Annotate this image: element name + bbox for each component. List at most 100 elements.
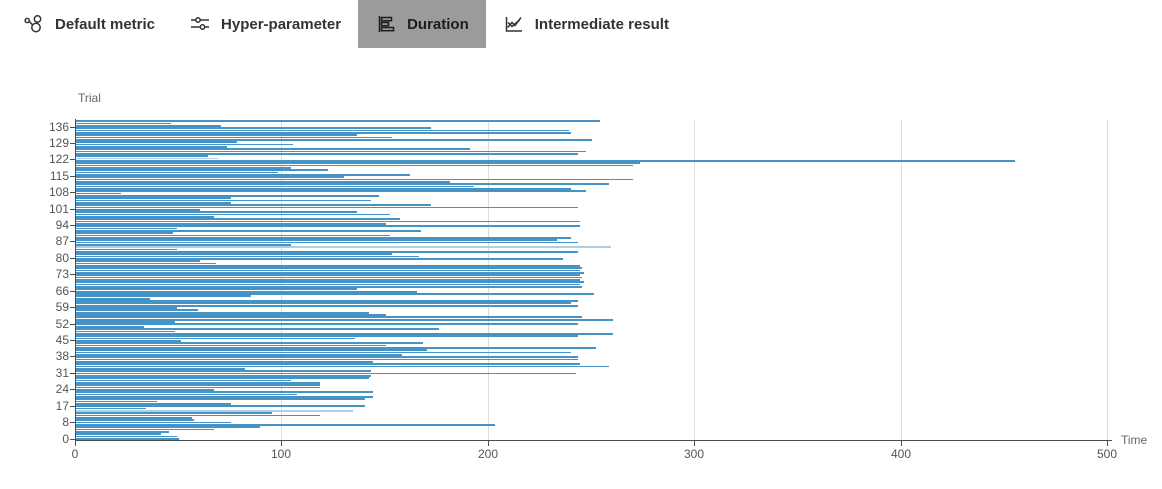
duration-bar[interactable] bbox=[76, 374, 372, 377]
duration-bar[interactable] bbox=[76, 402, 231, 405]
duration-bar[interactable] bbox=[76, 267, 582, 270]
duration-bar[interactable] bbox=[76, 433, 161, 435]
duration-bar[interactable] bbox=[76, 204, 431, 207]
duration-bar[interactable] bbox=[76, 398, 365, 400]
duration-bar[interactable] bbox=[76, 239, 557, 242]
duration-bar[interactable] bbox=[76, 220, 580, 223]
duration-bar[interactable] bbox=[76, 199, 372, 202]
duration-bar[interactable] bbox=[76, 131, 572, 134]
duration-bar[interactable] bbox=[76, 209, 200, 211]
tab-hyper-parameter[interactable]: Hyper-parameter bbox=[172, 0, 358, 48]
duration-bar[interactable] bbox=[76, 178, 634, 181]
duration-bar[interactable] bbox=[76, 218, 400, 221]
duration-bar[interactable] bbox=[76, 230, 421, 232]
duration-bar[interactable] bbox=[76, 255, 419, 258]
duration-bar[interactable] bbox=[76, 381, 320, 384]
duration-bar[interactable] bbox=[76, 288, 357, 291]
duration-bar[interactable] bbox=[76, 428, 215, 431]
duration-bar[interactable] bbox=[76, 435, 178, 438]
duration-bar[interactable] bbox=[76, 138, 592, 141]
duration-bar[interactable] bbox=[76, 143, 293, 146]
duration-bar[interactable] bbox=[76, 169, 328, 172]
duration-bar[interactable] bbox=[76, 223, 386, 225]
duration-bar[interactable] bbox=[76, 349, 427, 351]
duration-bar[interactable] bbox=[76, 304, 578, 307]
duration-bar[interactable] bbox=[76, 260, 200, 263]
duration-bar[interactable] bbox=[76, 365, 609, 368]
duration-bar[interactable] bbox=[76, 197, 231, 200]
duration-bar[interactable] bbox=[76, 367, 246, 370]
duration-bar[interactable] bbox=[76, 423, 495, 426]
duration-bar[interactable] bbox=[76, 265, 580, 267]
duration-bar[interactable] bbox=[76, 145, 227, 148]
duration-bar[interactable] bbox=[76, 328, 440, 330]
duration-bar[interactable] bbox=[76, 335, 578, 337]
duration-bar[interactable] bbox=[76, 276, 582, 279]
duration-bar[interactable] bbox=[76, 332, 613, 335]
duration-bar[interactable] bbox=[76, 248, 178, 251]
duration-bar[interactable] bbox=[76, 167, 291, 169]
duration-bar[interactable] bbox=[76, 323, 578, 326]
duration-bar[interactable] bbox=[76, 148, 471, 151]
duration-bar[interactable] bbox=[76, 192, 122, 195]
duration-bar[interactable] bbox=[76, 388, 215, 391]
duration-bar[interactable] bbox=[76, 258, 564, 260]
tab-duration[interactable]: Duration bbox=[358, 0, 486, 48]
duration-bar[interactable] bbox=[76, 356, 578, 358]
tab-default-metric[interactable]: Default metric bbox=[6, 0, 172, 48]
duration-bar[interactable] bbox=[76, 183, 609, 186]
duration-bar[interactable] bbox=[76, 213, 390, 216]
duration-bar[interactable] bbox=[76, 237, 572, 239]
duration-bar[interactable] bbox=[76, 302, 572, 305]
duration-bar[interactable] bbox=[76, 155, 209, 158]
duration-bar[interactable] bbox=[76, 262, 217, 265]
duration-bar[interactable] bbox=[76, 339, 182, 342]
duration-bar[interactable] bbox=[76, 311, 370, 314]
duration-bar[interactable] bbox=[76, 274, 580, 277]
duration-bar[interactable] bbox=[76, 293, 595, 295]
duration-bar[interactable] bbox=[76, 337, 355, 340]
duration-bar[interactable] bbox=[76, 391, 374, 393]
duration-bar[interactable] bbox=[76, 150, 586, 153]
duration-bar[interactable] bbox=[76, 251, 578, 253]
duration-bar[interactable] bbox=[76, 241, 578, 244]
duration-bar[interactable] bbox=[76, 176, 345, 179]
duration-bar[interactable] bbox=[76, 188, 572, 190]
duration-bar[interactable] bbox=[76, 393, 297, 396]
duration-bar[interactable] bbox=[76, 377, 370, 379]
tab-intermediate-result[interactable]: Intermediate result bbox=[486, 0, 686, 48]
duration-bar[interactable] bbox=[76, 225, 580, 228]
duration-bar[interactable] bbox=[76, 330, 176, 333]
duration-bar[interactable] bbox=[76, 185, 475, 188]
duration-bar[interactable] bbox=[76, 370, 372, 372]
duration-bar[interactable] bbox=[76, 162, 640, 165]
duration-bar[interactable] bbox=[76, 386, 320, 389]
duration-bar[interactable] bbox=[76, 269, 580, 272]
duration-bar[interactable] bbox=[76, 286, 582, 288]
duration-bar[interactable] bbox=[76, 281, 584, 284]
duration-bar[interactable] bbox=[76, 416, 192, 419]
duration-bar[interactable] bbox=[76, 379, 291, 382]
duration-bar[interactable] bbox=[76, 419, 194, 421]
duration-bar[interactable] bbox=[76, 314, 386, 316]
duration-bar[interactable] bbox=[76, 412, 273, 414]
duration-bar[interactable] bbox=[76, 325, 145, 328]
duration-bar[interactable] bbox=[76, 400, 157, 403]
duration-bar[interactable] bbox=[76, 211, 357, 214]
duration-bar[interactable] bbox=[76, 342, 423, 344]
duration-bar[interactable] bbox=[76, 206, 578, 209]
duration-bar[interactable] bbox=[76, 134, 357, 136]
duration-bar[interactable] bbox=[76, 202, 231, 204]
duration-bar[interactable] bbox=[76, 316, 582, 319]
duration-bar[interactable] bbox=[76, 283, 580, 286]
duration-bar[interactable] bbox=[76, 171, 279, 174]
duration-bar[interactable] bbox=[76, 409, 353, 412]
duration-bar[interactable] bbox=[76, 232, 173, 235]
duration-bar[interactable] bbox=[76, 372, 576, 375]
duration-bar[interactable] bbox=[76, 407, 147, 410]
duration-bar[interactable] bbox=[76, 227, 178, 230]
duration-bar[interactable] bbox=[76, 295, 252, 298]
duration-bar[interactable] bbox=[76, 120, 601, 122]
duration-bar[interactable] bbox=[76, 141, 237, 144]
duration-bar[interactable] bbox=[76, 290, 417, 293]
